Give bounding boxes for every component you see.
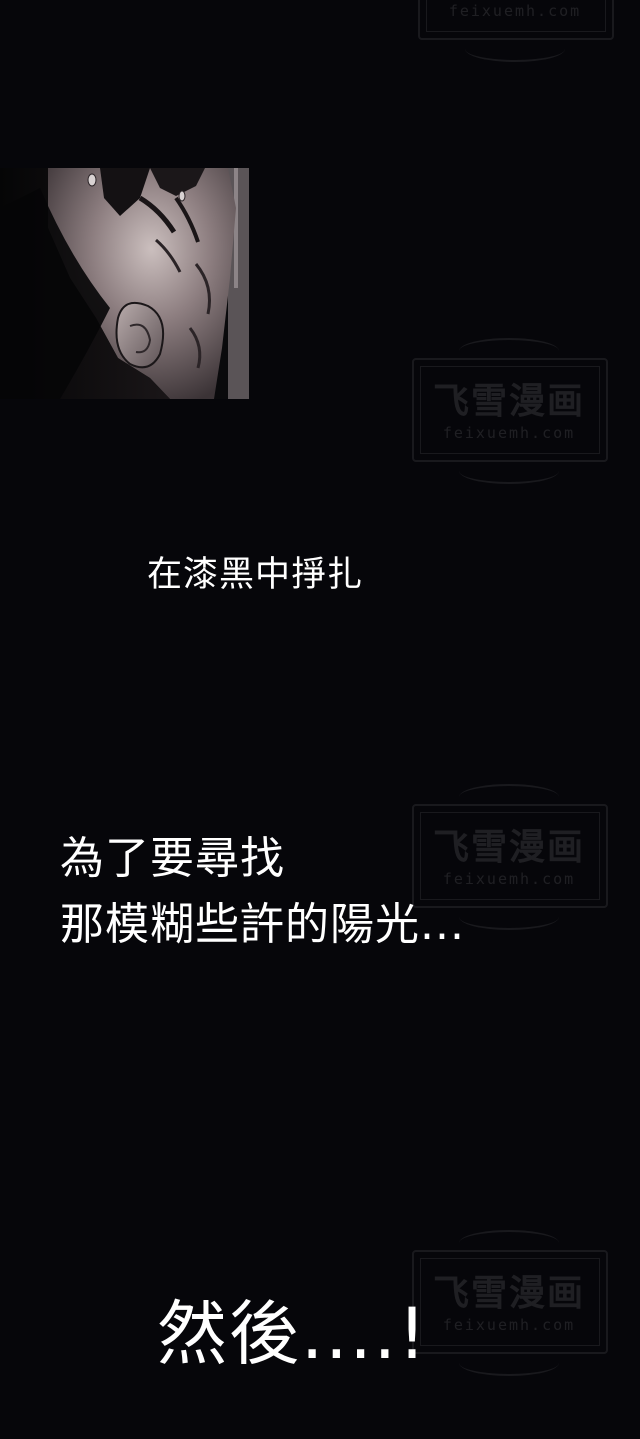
watermark-title: 飞雪漫画 xyxy=(432,381,585,422)
watermark-title: 飞雪漫画 xyxy=(432,827,585,868)
caption-line: 為了要尋找 xyxy=(60,833,285,884)
watermark: 飞雪漫画 feixuemh.com xyxy=(404,776,614,936)
comic-panel xyxy=(0,168,249,399)
watermark-title: 飞雪漫画 xyxy=(432,1273,585,1314)
watermark-ornament-icon xyxy=(459,1350,559,1376)
watermark-url: feixuemh.com xyxy=(442,1316,576,1334)
watermark-ornament-icon xyxy=(459,338,559,364)
watermark: 飞雪漫画 feixuemh.com xyxy=(404,330,614,490)
watermark-url: feixuemh.com xyxy=(442,870,576,888)
watermark: 飞雪漫画 feixuemh.com xyxy=(410,0,620,68)
watermark-url: feixuemh.com xyxy=(448,2,582,20)
watermark-ornament-icon xyxy=(459,458,559,484)
caption-struggling-in-darkness: 在漆黑中掙扎 xyxy=(147,555,364,595)
caption-and-then: 然後....! xyxy=(157,1293,429,1375)
watermark-ornament-icon xyxy=(459,784,559,810)
watermark: 飞雪漫画 feixuemh.com xyxy=(404,1222,614,1382)
watermark-ornament-icon xyxy=(459,904,559,930)
caption-line: 那模糊些許的陽光... xyxy=(60,899,465,950)
comic-panel-face-in-dark-icon xyxy=(0,168,249,399)
watermark-ornament-icon xyxy=(459,1230,559,1256)
caption-searching-for-light: 為了要尋找 那模糊些許的陽光... xyxy=(60,826,465,958)
watermark-url: feixuemh.com xyxy=(442,424,576,442)
watermark-ornament-icon xyxy=(465,36,565,62)
